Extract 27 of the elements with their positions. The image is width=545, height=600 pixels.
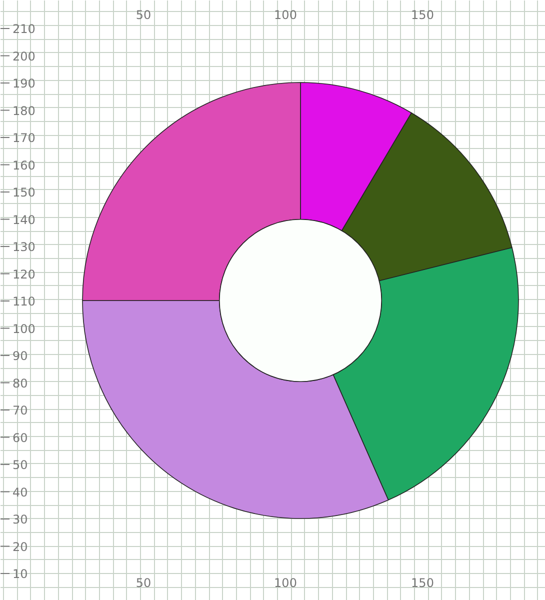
- text: 200: [12, 49, 36, 64]
- text: 100: [274, 8, 297, 22]
- text: 190: [12, 76, 36, 90]
- text: 80: [12, 376, 28, 390]
- text: 150: [12, 186, 36, 200]
- text: 100: [12, 322, 36, 336]
- text: 50: [12, 458, 28, 472]
- text: 10: [12, 567, 28, 581]
- text: 180: [12, 104, 36, 118]
- text: 140: [12, 212, 36, 227]
- text: 210: [12, 22, 36, 36]
- text: 150: [411, 8, 434, 22]
- text: 70: [12, 404, 28, 418]
- text: 90: [12, 349, 28, 363]
- text: 50: [136, 576, 152, 590]
- text: 150: [411, 576, 434, 590]
- text: 60: [12, 430, 28, 445]
- text: 110: [12, 294, 36, 308]
- text: 160: [12, 158, 36, 172]
- text: 170: [12, 131, 36, 145]
- text: 100: [274, 576, 297, 590]
- text: 40: [12, 485, 28, 500]
- text: 130: [12, 240, 36, 254]
- text: 120: [12, 267, 36, 282]
- text: 30: [12, 512, 28, 526]
- text: 50: [136, 8, 152, 22]
- text: 20: [12, 540, 28, 554]
